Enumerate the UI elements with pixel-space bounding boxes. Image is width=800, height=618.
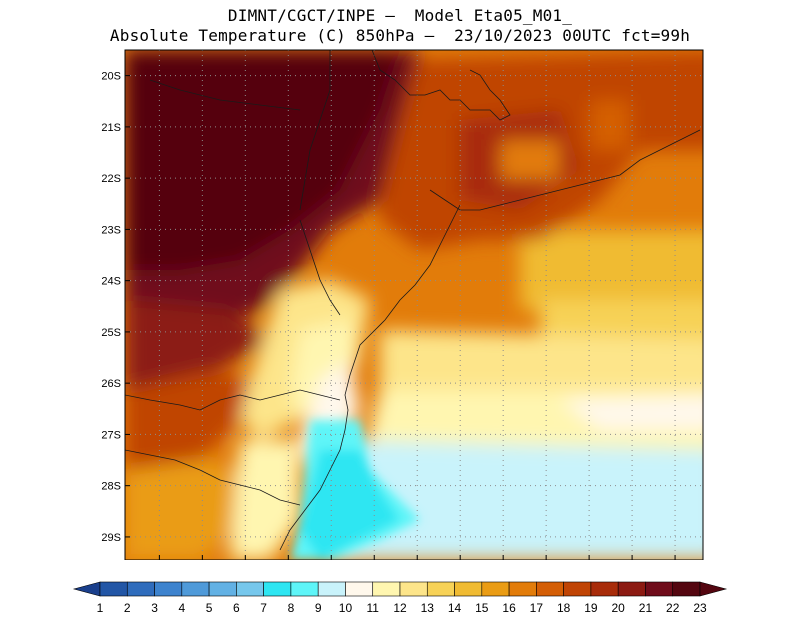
title-line-2: Absolute Temperature (C) 850hPa – 23/10/… [109, 26, 691, 45]
border-sc-rs [125, 449, 301, 506]
colorbar-swatch [454, 581, 483, 597]
temperature-map: 20S 21S 22S 23S 24S 25S 26S 27S 28S 29S 53W52W51W… [101, 49, 704, 560]
colorbar-label: 9 [315, 601, 322, 615]
colorbar-label: 3 [151, 601, 158, 615]
colorbar-label: 17 [530, 601, 544, 615]
colorbar-swatch [236, 581, 264, 597]
colorbar-swatch [617, 581, 646, 597]
border-interior-ns [299, 50, 331, 211]
colorbar-swatch [508, 581, 537, 597]
latitude-ticks: 20S 21S 22S 23S 24S 25S 26S 27S 28S 29S [101, 71, 130, 544]
colorbar-swatch [99, 581, 128, 597]
coastline-rio [371, 50, 511, 121]
region-se-17 [500, 140, 560, 180]
colorbar-label: 7 [260, 601, 267, 615]
colorbar-swatch [590, 581, 619, 597]
coastline-sp [429, 129, 701, 211]
colorbar-swatch [345, 581, 374, 597]
region-coast-8 [300, 450, 400, 560]
field-cold-core [290, 420, 420, 560]
colorbar-swatch [563, 581, 592, 597]
colorbar-swatch [645, 581, 674, 597]
colorbar-swatch [290, 581, 319, 597]
colorbar-swatch [208, 581, 237, 597]
region-corridor-11 [290, 320, 360, 420]
colorbar-label: 21 [639, 601, 653, 615]
colorbar-label: 11 [366, 601, 379, 615]
colorbar-label: 13 [421, 601, 435, 615]
colorbar-swatch [126, 581, 155, 597]
region-w-19 [125, 370, 250, 470]
lat-tick-label: 23S [101, 224, 121, 236]
region-offshore-10b [360, 470, 703, 560]
lat-tick-label: 24S [101, 276, 121, 288]
colorbar-label: 15 [475, 601, 489, 615]
border-pr-sc [125, 389, 341, 411]
lat-tick-label: 28S [101, 481, 121, 493]
region-w-21 [125, 300, 270, 390]
lat-tick-label: 26S [101, 378, 121, 390]
colorbar-swatch [481, 581, 510, 597]
colorbar-swatch [399, 581, 428, 597]
colorbar-swatch [372, 581, 401, 597]
colorbar-swatch [426, 581, 455, 597]
colorbar-label: 8 [288, 601, 295, 615]
colorbar-label: 4 [178, 601, 185, 615]
colorbar-arrow-high [699, 581, 728, 597]
longitude-ticks: 53W52W51W50W49W48W47W46W45W44W43W42W41W [158, 555, 676, 560]
coastline-south [279, 204, 461, 551]
colorbar-label: 14 [448, 601, 462, 615]
colorbar-labels: 1 2 3 4 5 6 7 8 9 10 11 12 13 14 15 16 17 18 19 20 21 22 23 [97, 601, 707, 615]
title-line-1: DIMNT/CGCT/INPE – Model Eta05_M01_ [227, 6, 573, 25]
colorbar-swatch [317, 581, 346, 597]
region-w-16 [125, 460, 250, 560]
colorbar-label: 23 [693, 601, 707, 615]
colorbar-swatch [536, 581, 564, 597]
border-sp-pr [299, 219, 341, 316]
region-offshore-14 [520, 230, 703, 310]
lat-tick-label: 20S [101, 71, 121, 83]
lat-tick-label: 27S [101, 429, 121, 441]
lat-tick-label: 29S [101, 532, 121, 544]
borders [125, 50, 701, 551]
colorbar-swatches [72, 581, 728, 597]
colorbar-arrow-low [72, 581, 101, 597]
colorbar-swatch [672, 581, 701, 597]
plot-frame [124, 49, 704, 560]
colorbar-label: 5 [206, 601, 213, 615]
colorbar-label: 18 [557, 601, 571, 615]
colorbar-label: 20 [612, 601, 626, 615]
colorbar-label: 6 [233, 601, 240, 615]
colorbar-swatch [181, 581, 210, 597]
colorbar-label: 16 [502, 601, 516, 615]
colorbar-swatch [263, 581, 292, 597]
colorbar-label: 1 [97, 601, 104, 615]
colorbar-label: 10 [339, 601, 353, 615]
colorbar-label: 19 [584, 601, 598, 615]
colorbar-label: 12 [393, 601, 407, 615]
region-offshore-11 [560, 395, 703, 430]
colorbar-label: 22 [666, 601, 680, 615]
region-se-18 [590, 100, 630, 150]
region-south-12 [230, 440, 300, 560]
border-interior-ew [149, 79, 301, 111]
lat-tick-label: 25S [101, 327, 121, 339]
grid-lines [125, 50, 703, 560]
temperature-field [125, 50, 703, 560]
lat-tick-label: 22S [101, 173, 121, 185]
lat-tick-label: 21S [101, 122, 121, 134]
colorbar-swatch [154, 581, 183, 597]
colorbar-label: 2 [124, 601, 131, 615]
